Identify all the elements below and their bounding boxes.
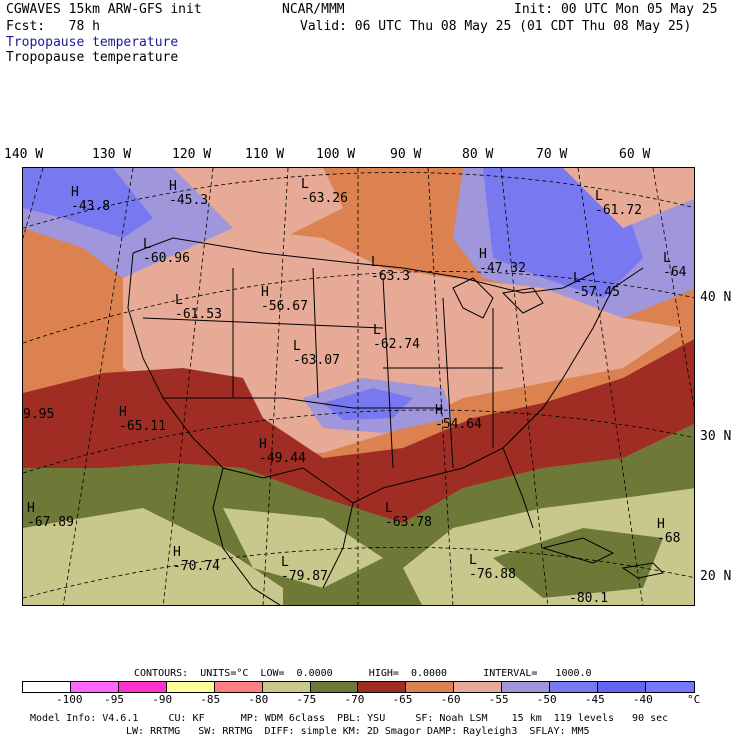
boundaries	[127, 237, 665, 605]
colorbar-swatch	[214, 682, 263, 692]
forecast-hour: Fcst: 78 h	[6, 19, 100, 34]
map-label: L -63.3	[371, 255, 411, 284]
lat-label: 20 N	[700, 569, 732, 584]
colorbar-swatch	[262, 682, 311, 692]
field-title-primary: Tropopause temperature	[6, 35, 179, 50]
map-label: H -49.44	[259, 437, 306, 466]
colorbar-swatch	[70, 682, 119, 692]
lon-label: 90 W	[390, 147, 422, 162]
colorbar-swatch	[166, 682, 215, 692]
map-label: L -63.78	[385, 501, 432, 530]
colorbar-tick-label: -75	[296, 693, 317, 706]
colorbar-unit: °C	[687, 693, 701, 706]
colorbar-swatch	[598, 682, 646, 692]
model-info-line-2: LW: RRTMG SW: RRTMG DIFF: simple KM: 2D …	[126, 726, 590, 737]
lon-label: 130 W	[92, 147, 132, 162]
colorbar-tick-label: -95	[104, 693, 125, 706]
lon-label: 110 W	[245, 147, 285, 162]
colorbar-swatch	[358, 682, 407, 692]
map-label: 9.95	[23, 407, 55, 422]
map-label: L -62.74	[373, 323, 420, 352]
map-label: L -60.96	[143, 237, 190, 266]
lon-label: 80 W	[462, 147, 494, 162]
valid-time: Valid: 06 UTC Thu 08 May 25 (01 CDT Thu …	[300, 19, 692, 34]
colorbar-tick-label: -80	[248, 693, 269, 706]
colorbar-swatch	[310, 682, 359, 692]
map-label: H -43.8	[71, 185, 111, 214]
contours-info: CONTOURS: UNITS=°C LOW= 0.0000 HIGH= 0.0…	[134, 668, 592, 679]
map-label: L -61.72	[595, 189, 642, 218]
map-label: -80.1	[569, 591, 609, 606]
colorbar-swatch	[454, 682, 503, 692]
graticule	[23, 168, 694, 605]
map-label: H -65.11	[119, 405, 166, 434]
colorbar-tick-label: -50	[536, 693, 557, 706]
map-label: L -79.87	[281, 555, 328, 584]
map-label: H -70.74	[173, 545, 220, 574]
colorbar-tick-label: -55	[488, 693, 509, 706]
map-label: L -76.88	[469, 553, 516, 582]
lat-label: 30 N	[700, 429, 732, 444]
mid-latitude-band	[123, 228, 683, 453]
map-label: H -68	[657, 517, 681, 546]
colorbar-tick-label: -100	[56, 693, 83, 706]
map-label: H -54.64	[435, 403, 482, 432]
map-label: H -45.3	[169, 179, 209, 208]
colorbar-tick-label: -45	[584, 693, 605, 706]
colorbar-swatch	[550, 682, 599, 692]
colorbar-swatch	[406, 682, 455, 692]
field-title-secondary: Tropopause temperature	[6, 50, 179, 65]
map-label: L -64	[663, 251, 687, 280]
lat-label: 40 N	[700, 290, 732, 305]
map-canvas	[23, 168, 694, 605]
map-label: H -47.32	[479, 247, 526, 276]
colorbar-ticks: -100 -95 -90 -85 -80 -75 -70 -65 -60 -55 -50 -45 -40…	[22, 694, 702, 708]
colorbar-swatch	[23, 682, 71, 692]
colorbar-swatch	[502, 682, 551, 692]
colorbar-tick-label: -90	[152, 693, 173, 706]
map-label: L -63.26	[301, 177, 348, 206]
colorbar-tick-label: -85	[200, 693, 221, 706]
colorbar-tick-label: -60	[440, 693, 461, 706]
map-label: L -61.53	[175, 293, 222, 322]
latitude-labels: 40 N 30 N 20 N	[700, 0, 740, 740]
tropopause-temperature-map: H -43.8 H -45.3 L -63.26 L -61.72 L -60.…	[22, 167, 695, 606]
colorbar-tick-label: -70	[344, 693, 365, 706]
model-title: CGWAVES 15km ARW-GFS init	[6, 2, 202, 17]
lon-label: 60 W	[619, 147, 651, 162]
organization: NCAR/MMM	[282, 2, 345, 17]
map-label: H -56.67	[261, 285, 308, 314]
lon-label: 100 W	[316, 147, 356, 162]
lon-label: 140 W	[4, 147, 44, 162]
colorbar-swatch	[118, 682, 167, 692]
init-time: Init: 00 UTC Mon 05 May 25	[514, 2, 718, 17]
map-label: L -57.45	[573, 271, 620, 300]
map-label: L -63.07	[293, 339, 340, 368]
colorbar-tick-label: -40	[632, 693, 653, 706]
colorbar-tick-label: -65	[392, 693, 413, 706]
colorbar-swatch	[645, 682, 694, 692]
lon-label: 70 W	[536, 147, 568, 162]
longitude-labels: 140 W 130 W 120 W 110 W 100 W 90 W 80 W …	[0, 148, 740, 164]
model-info-line-1: Model Info: V4.6.1 CU: KF MP: WDM 6class…	[30, 713, 669, 724]
map-label: H -67.89	[27, 501, 74, 530]
colorbar	[22, 681, 695, 693]
warm-belt	[23, 339, 694, 523]
lon-label: 120 W	[172, 147, 212, 162]
